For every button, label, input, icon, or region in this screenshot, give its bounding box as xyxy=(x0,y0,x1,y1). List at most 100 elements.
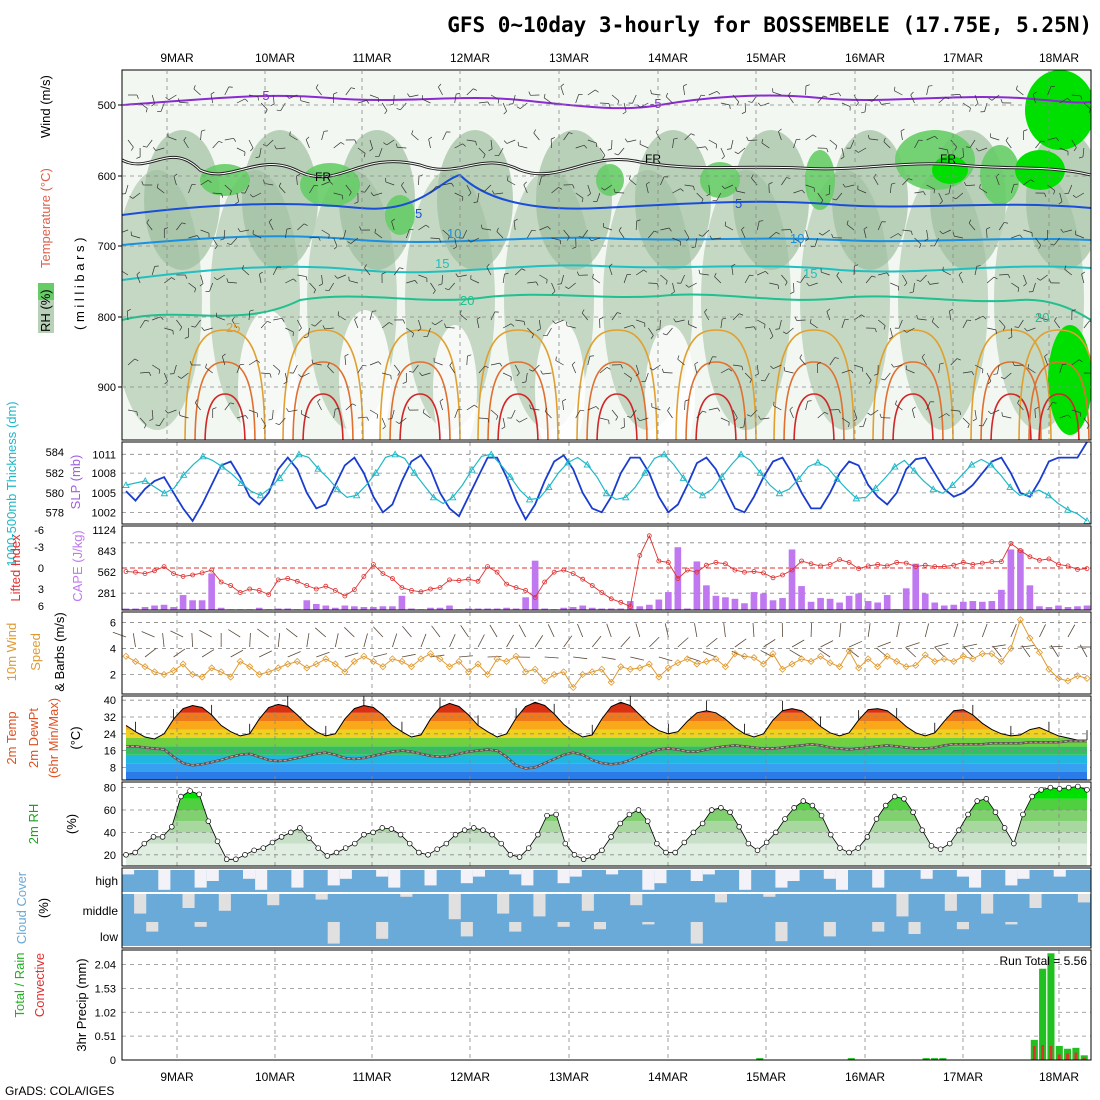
label-20-a: 20 xyxy=(460,293,474,308)
li-marker xyxy=(1065,563,1071,569)
rh-blob-dark xyxy=(635,130,711,270)
rh-marker xyxy=(333,849,340,856)
wind-barb-flag xyxy=(632,324,636,329)
wind-barb xyxy=(386,139,395,146)
rh-marker xyxy=(141,840,148,847)
thickness-tick-label: 584 xyxy=(46,447,64,459)
wind-barb xyxy=(412,364,419,373)
wind-barb xyxy=(914,191,924,194)
surface-wind-barb xyxy=(818,648,831,658)
wind-barb xyxy=(683,86,685,96)
wind-barb xyxy=(991,94,1000,101)
wind-barb xyxy=(984,102,988,112)
wind-barb-flag xyxy=(722,317,727,320)
cloud-gap xyxy=(787,870,800,881)
rh-marker xyxy=(699,820,706,827)
wind-barb xyxy=(675,319,685,323)
wind-barb xyxy=(582,229,589,238)
cape-bar xyxy=(588,607,596,610)
temp-tick-label: 16 xyxy=(104,746,116,758)
wind-barb xyxy=(555,360,564,366)
wind-barb xyxy=(223,229,226,239)
rh-marker xyxy=(315,845,321,851)
wind-barb xyxy=(209,282,214,292)
wind-speed-marker xyxy=(1064,677,1072,685)
cape-tick-label: 843 xyxy=(98,546,116,558)
wind-barb-flag xyxy=(384,110,388,114)
wind-barb xyxy=(603,226,613,231)
cape-bar xyxy=(741,603,748,610)
cloud-gap xyxy=(1005,870,1018,886)
wind-barb-flag xyxy=(494,154,499,157)
surface-wind-barb xyxy=(601,656,616,660)
rh-marker xyxy=(187,788,193,794)
surface-wind-barb xyxy=(820,640,834,648)
wind-barb xyxy=(301,413,310,419)
wind-barb-flag xyxy=(311,324,316,327)
wind-barb xyxy=(1047,86,1052,96)
wind-barb-flag xyxy=(836,272,840,276)
wind-barb-flag xyxy=(431,322,436,326)
wind-barb-flag xyxy=(805,238,809,242)
slp-axis-title: SLP (mb) xyxy=(68,455,83,510)
wind-barb-flag xyxy=(788,92,791,96)
wind-barb xyxy=(1010,327,1013,338)
li-marker xyxy=(704,562,709,568)
thickness-marker xyxy=(794,474,803,482)
wind-barb-flag xyxy=(714,272,717,277)
wind-speed-marker xyxy=(750,653,758,662)
date-top-15MAR: 15MAR xyxy=(746,51,786,65)
wind-barb xyxy=(587,356,591,366)
rh-marker xyxy=(754,847,761,854)
rh-marker xyxy=(727,809,733,815)
li-tick-label: -6 xyxy=(34,525,44,537)
wind-barb xyxy=(1035,140,1042,149)
wind-barb xyxy=(168,94,177,101)
wind-barb xyxy=(623,102,627,112)
wind-barb xyxy=(484,184,492,192)
cape-bar xyxy=(617,608,625,610)
wind-barb xyxy=(858,147,867,153)
rh-marker xyxy=(983,796,990,802)
thickness-marker xyxy=(660,450,668,458)
wind-barb-flag xyxy=(235,201,239,205)
rh-marker xyxy=(306,835,312,841)
rh-marker xyxy=(571,852,578,858)
wind-barb-flag xyxy=(705,146,708,151)
rh-marker xyxy=(672,849,678,856)
wind-barb xyxy=(1053,237,1060,246)
wind-speed-marker xyxy=(1054,674,1063,682)
wind-barb xyxy=(513,221,516,231)
wind-barb xyxy=(1083,320,1090,329)
wind-barb-flag xyxy=(868,99,873,102)
wind-barb-flag xyxy=(758,415,761,420)
cloud-gap xyxy=(194,870,207,888)
surface-wind-barb xyxy=(373,626,384,638)
li-marker xyxy=(133,569,138,575)
rh-marker xyxy=(461,827,468,833)
isotherm-10 xyxy=(122,235,1091,246)
wind-barb-flag xyxy=(709,235,713,240)
wind-barb xyxy=(1059,147,1069,152)
li-marker xyxy=(561,567,567,573)
li-marker xyxy=(1084,566,1090,572)
thickness-marker xyxy=(333,485,342,493)
date-bottom-10MAR: 10MAR xyxy=(255,1070,295,1084)
rh-tick-label: 20 xyxy=(104,850,116,862)
date-bottom-14MAR: 14MAR xyxy=(648,1070,688,1084)
rh-marker xyxy=(287,829,294,836)
thickness-marker xyxy=(737,450,745,458)
wind-barb-flag xyxy=(919,244,922,249)
wind-barb-flag xyxy=(214,245,218,250)
wind-barb xyxy=(236,147,246,153)
wind-speed-marker xyxy=(969,655,977,663)
li-marker xyxy=(932,564,938,569)
wind-barb xyxy=(393,94,395,105)
surface-wind-barb xyxy=(373,653,388,658)
wind-barb-flag xyxy=(987,410,992,415)
wind-barb-flag xyxy=(838,409,841,414)
wind-barb-flag xyxy=(607,148,612,151)
wind-barb-flag xyxy=(256,359,261,363)
wind-barb-flag xyxy=(739,313,744,316)
cape-bar xyxy=(303,600,311,610)
